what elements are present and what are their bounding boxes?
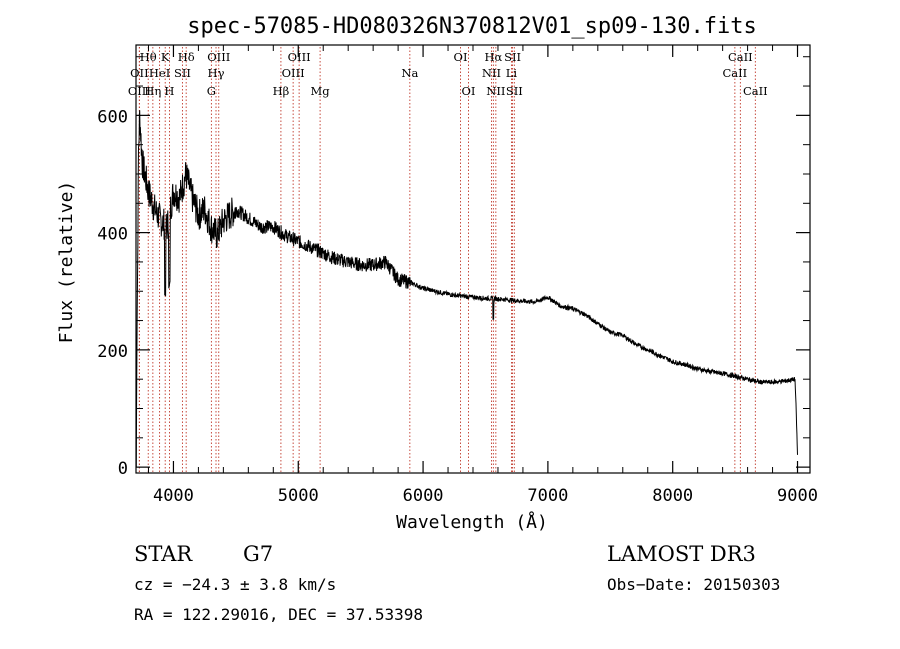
y-tick-label: 400 <box>97 225 128 245</box>
x-tick-label: 4000 <box>153 486 194 506</box>
spectral-line-label: Mg <box>311 84 331 98</box>
survey-name: LAMOST DR3 <box>607 542 756 566</box>
y-tick-label: 0 <box>118 459 128 479</box>
object-subclass: G7 <box>243 542 273 566</box>
y-axis-label: Flux (relative) <box>56 181 77 344</box>
spectral-line-label: Na <box>401 66 418 80</box>
spectral-line-label: OII <box>130 66 149 80</box>
spectral-line-label: Hθ <box>140 50 157 64</box>
spectral-line-label: Hδ <box>178 50 195 64</box>
spectral-line-label: SII <box>506 84 523 98</box>
spectral-lines-layer <box>138 47 756 473</box>
obs-date: Obs−Date: 20150303 <box>607 575 780 594</box>
spectral-line-label: CaII <box>722 66 747 80</box>
spectral-line-label: OIII <box>207 50 230 64</box>
spectral-line-label: Hη <box>144 84 161 98</box>
x-tick-label: 5000 <box>278 486 319 506</box>
spectral-line-label: OI <box>454 50 468 64</box>
redshift-readout: cz = −24.3 ± 3.8 km/s <box>134 575 336 594</box>
x-tick-label: 8000 <box>652 486 693 506</box>
spectral-line-label: K <box>161 50 170 64</box>
spectral-line-label: Hβ <box>273 84 290 98</box>
spectral-line-label: NII <box>486 84 505 98</box>
axes: 4000 5000 6000 7000 8000 9000 0 200 400 600 <box>97 44 818 506</box>
spectral-line-label: CaII <box>728 50 753 64</box>
y-tick-label: 600 <box>97 107 128 127</box>
x-tick-label: 7000 <box>527 486 568 506</box>
y-tick-label: 200 <box>97 342 128 362</box>
spectral-line-label: SII <box>504 50 521 64</box>
spectral-line-label: OIII <box>128 84 151 98</box>
object-class: STAR <box>134 542 193 566</box>
spectrum-layer <box>135 110 798 468</box>
spectral-line-label: Li <box>506 66 518 80</box>
spectral-line-label: NII <box>482 66 501 80</box>
spectral-line-labels: Hθ OII OIII K HeI Hη H Hδ SII OIII Hγ G Hβ OIII OIII Mg… <box>128 50 768 98</box>
spectral-line-label: OI <box>462 84 476 98</box>
chart-title: spec-57085-HD080326N370812V01_sp09-130.f… <box>187 14 757 39</box>
x-axis-label: Wavelength (Å) <box>396 511 548 533</box>
spectral-line-label: HeI <box>149 66 170 80</box>
coordinates: RA = 122.29016, DEC = 37.53398 <box>134 605 423 624</box>
spectrum-trace <box>135 110 798 468</box>
spectral-line-label: OIII <box>282 66 305 80</box>
spectral-line-label: CaII <box>743 84 768 98</box>
spectral-line-label: Hα <box>484 50 502 64</box>
x-tick-label: 9000 <box>777 486 818 506</box>
plot-frame <box>135 44 811 474</box>
spectral-line-label: G <box>207 84 216 98</box>
spectral-line-label: H <box>164 84 174 98</box>
x-tick-label: 6000 <box>403 486 444 506</box>
spectral-line-label: OIII <box>288 50 311 64</box>
info-panel: STAR G7 LAMOST DR3 cz = −24.3 ± 3.8 km/s… <box>134 542 780 624</box>
spectral-line-label: SII <box>174 66 191 80</box>
spectral-line-label: Hγ <box>208 66 225 80</box>
